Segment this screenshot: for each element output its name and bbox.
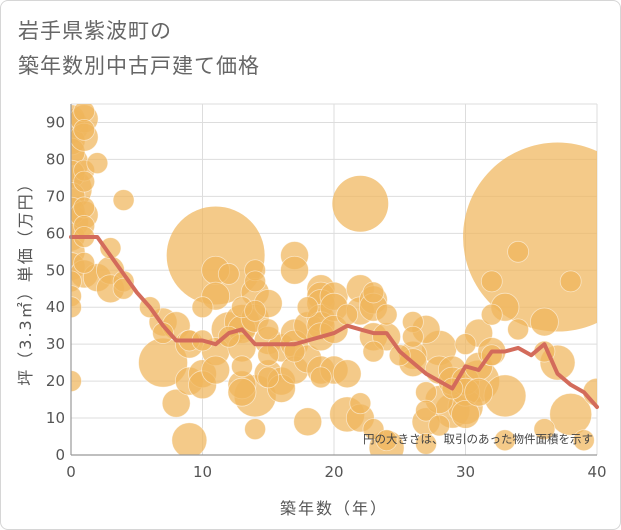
bubble bbox=[73, 104, 96, 123]
y-tick-label: 40 bbox=[46, 298, 65, 316]
bubble bbox=[428, 414, 451, 437]
bubble bbox=[73, 251, 96, 274]
bubble bbox=[227, 377, 257, 407]
bubble bbox=[388, 344, 411, 367]
x-tick-label: 20 bbox=[324, 463, 343, 481]
bubble-series bbox=[71, 104, 597, 455]
bubble bbox=[415, 381, 437, 404]
bubble bbox=[71, 370, 82, 393]
chart-title-line-1: 岩手県紫波町の bbox=[18, 19, 172, 43]
x-tick-label: 0 bbox=[66, 463, 76, 481]
bubble bbox=[73, 196, 96, 219]
bubble bbox=[415, 399, 437, 422]
bubble bbox=[257, 366, 280, 389]
bubble bbox=[161, 388, 191, 418]
y-tick-label: 50 bbox=[46, 261, 65, 279]
y-tick-label: 30 bbox=[46, 335, 65, 353]
bubble bbox=[451, 399, 480, 429]
bubble bbox=[549, 392, 593, 436]
bubble bbox=[257, 344, 280, 367]
bubble bbox=[283, 340, 306, 363]
bubble bbox=[244, 270, 267, 293]
bubble bbox=[464, 377, 494, 407]
bubble bbox=[507, 240, 529, 263]
trend-line bbox=[69, 235, 599, 409]
x-tick-label: 40 bbox=[587, 463, 606, 481]
bubble bbox=[362, 281, 385, 304]
bubble bbox=[494, 429, 516, 452]
bubble bbox=[191, 296, 214, 319]
y-tick-label: 20 bbox=[46, 372, 65, 390]
y-tick-labels: 0 10 20 30 40 50 60 70 80 90 bbox=[46, 113, 65, 464]
bubble bbox=[336, 303, 359, 326]
bubble bbox=[73, 118, 96, 141]
bubble bbox=[507, 318, 529, 341]
bubble bbox=[244, 418, 267, 441]
y-tick-label: 80 bbox=[46, 150, 65, 168]
x-tick-label: 30 bbox=[456, 463, 475, 481]
chart-title: 岩手県紫波町の 築年数別中古戸建て価格 bbox=[18, 14, 260, 84]
bubble bbox=[280, 255, 309, 285]
bubble bbox=[112, 189, 135, 211]
y-axis-title: 坪（3.3㎡）単価（万円） bbox=[16, 174, 35, 385]
bubble bbox=[293, 407, 323, 437]
x-axis-title: 築年数（年） bbox=[280, 499, 388, 518]
bubble bbox=[217, 263, 240, 285]
x-tick-label: 10 bbox=[193, 463, 212, 481]
bubble bbox=[349, 392, 372, 415]
bubble bbox=[171, 422, 208, 455]
bubble bbox=[572, 429, 595, 452]
y-tick-label: 70 bbox=[46, 187, 65, 205]
bubble bbox=[375, 429, 398, 452]
bubble bbox=[201, 355, 231, 385]
bubble bbox=[86, 152, 109, 175]
y-tick-label: 10 bbox=[46, 409, 65, 427]
bubble bbox=[166, 206, 265, 305]
bubble bbox=[332, 175, 389, 232]
bubble bbox=[332, 359, 362, 389]
bubble bbox=[480, 270, 503, 293]
y-tick-label: 60 bbox=[46, 224, 65, 242]
bubble bbox=[559, 270, 582, 293]
chart-title-line-2: 築年数別中古戸建て価格 bbox=[18, 54, 260, 78]
bubble bbox=[480, 303, 503, 326]
bubble bbox=[244, 300, 267, 322]
bubble bbox=[231, 355, 253, 378]
bubble bbox=[530, 307, 559, 337]
bubble bbox=[309, 366, 332, 389]
bubble bbox=[533, 418, 556, 441]
bubble bbox=[362, 340, 385, 363]
bubble bbox=[454, 333, 477, 356]
x-tick-labels: 0 10 20 30 40 bbox=[66, 463, 606, 481]
axes bbox=[70, 104, 597, 456]
bubble-size-note: 円の大きさは、取引のあった物件面積を示す bbox=[363, 432, 593, 446]
bubble bbox=[71, 296, 82, 319]
bubble bbox=[401, 325, 424, 348]
bubble bbox=[296, 296, 319, 319]
bubble bbox=[257, 318, 280, 341]
bubble bbox=[582, 377, 597, 407]
bubble bbox=[375, 303, 398, 326]
y-tick-label: 90 bbox=[46, 113, 65, 131]
bubble bbox=[73, 170, 96, 193]
y-tick-label: 0 bbox=[55, 446, 65, 464]
